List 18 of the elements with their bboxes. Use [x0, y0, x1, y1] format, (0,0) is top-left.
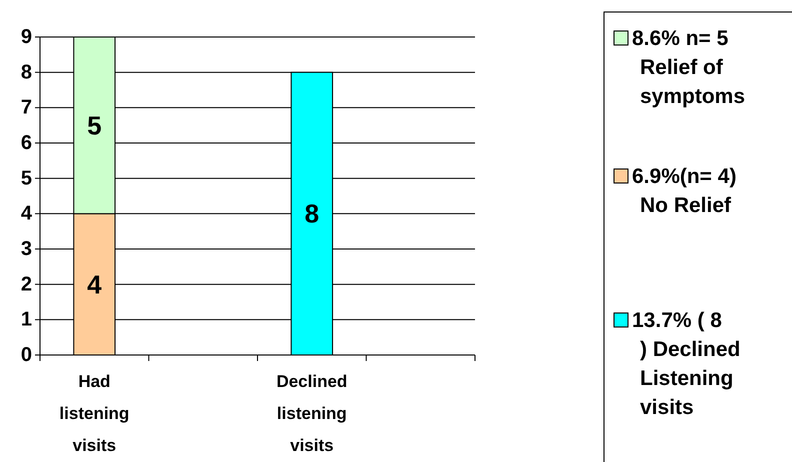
y-tick-label: 3: [20, 238, 32, 260]
y-tick-label: 8: [20, 61, 32, 84]
x-tick-label: Declined listening visits: [276, 372, 348, 455]
data-label: 5: [87, 110, 102, 140]
x-tick-label: Had listening visits: [59, 372, 130, 455]
data-label: 8: [304, 198, 320, 229]
y-tick-label: 9: [20, 26, 32, 48]
y-tick-label: 1: [20, 308, 32, 331]
y-tick-label: 2: [20, 273, 32, 296]
legend-label: 13.7% ( 8 ) Declined Listening visits: [632, 308, 740, 418]
y-tick-label: 7: [20, 96, 32, 119]
y-tick-label: 5: [20, 167, 32, 190]
legend-label: 8.6% n= 5 Relief of symptoms: [632, 26, 746, 108]
y-tick-label: 4: [20, 202, 33, 225]
legend-label: 6.9%(n= 4) No Relief: [632, 164, 736, 216]
data-label: 4: [87, 269, 102, 300]
y-tick-label: 0: [20, 344, 32, 366]
y-tick-label: 6: [20, 132, 32, 154]
